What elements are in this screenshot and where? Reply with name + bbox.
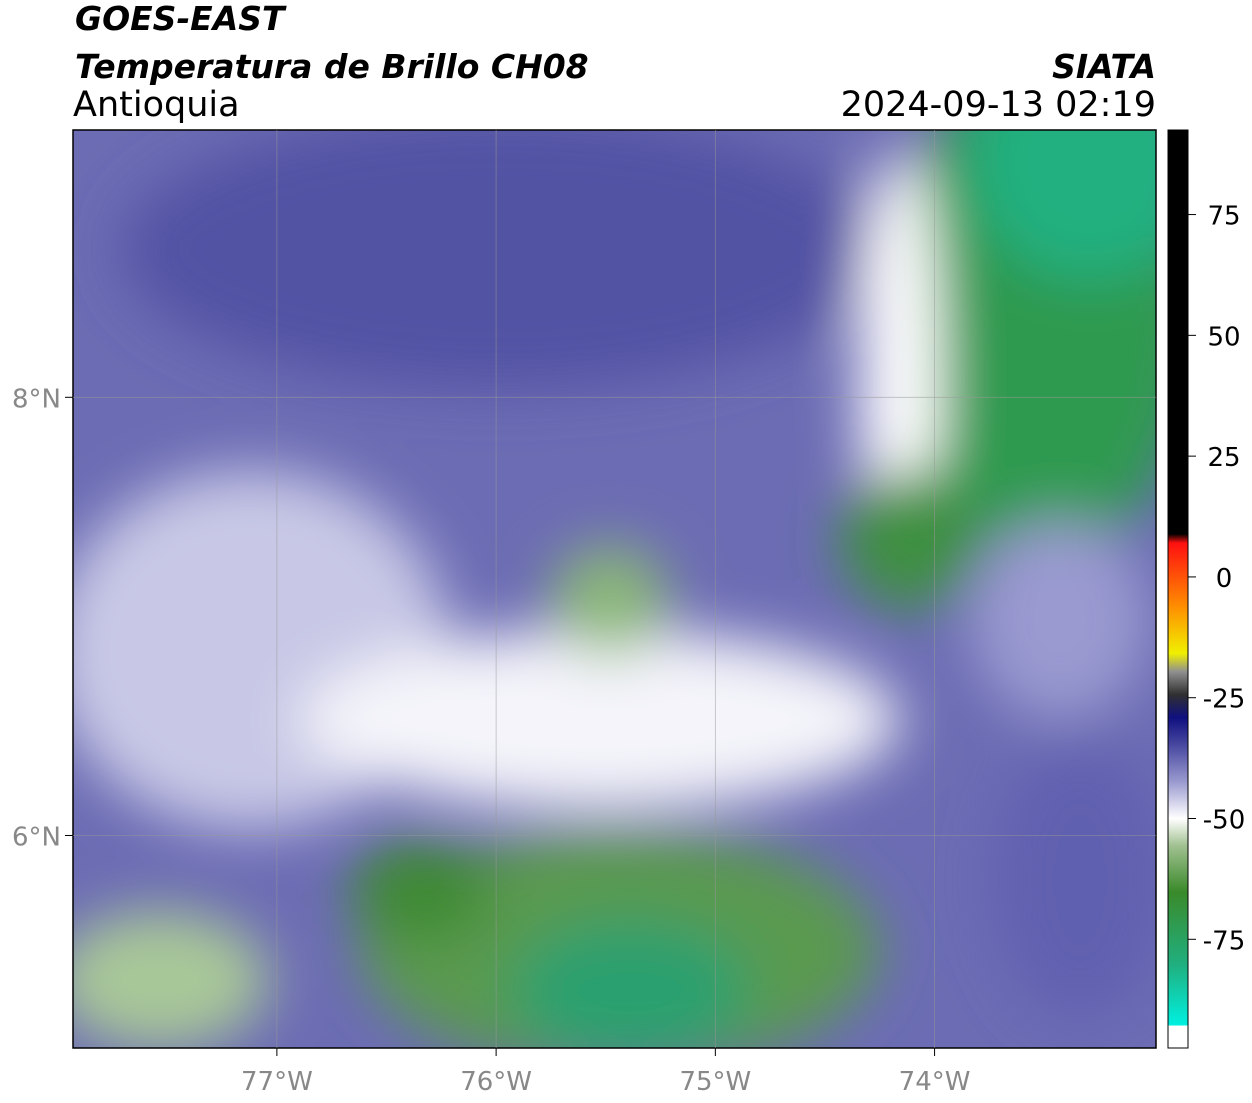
colorbar [1167,129,1189,1049]
datetime: 2024-09-13 02:19 [841,85,1156,125]
title: GOES-EAST [75,0,287,38]
map-frame [72,129,1157,1049]
source: SIATA [1052,47,1156,86]
x-tick-label: 76°W [460,1067,532,1097]
y-tick-label: 6°N [12,822,61,852]
region: Antioquia [73,85,240,125]
colorbar-tick-label: 0 [1216,564,1233,594]
x-tick-label: 75°W [679,1067,751,1097]
colorbar-tick-label: -25 [1203,685,1245,715]
y-tick-label: 8°N [12,384,61,414]
colorbar-tick-label: -75 [1203,926,1245,956]
satellite-image [73,130,1156,1048]
subtitle: Temperatura de Brillo CH08 [75,47,589,86]
colorbar-tick-label: -50 [1203,806,1245,836]
colorbar-tick-label: 75 [1207,202,1240,232]
colorbar-tick-label: 50 [1207,322,1240,352]
colorbar-tick-label: 25 [1207,443,1240,473]
x-tick-label: 74°W [899,1067,971,1097]
x-tick-label: 77°W [241,1067,313,1097]
